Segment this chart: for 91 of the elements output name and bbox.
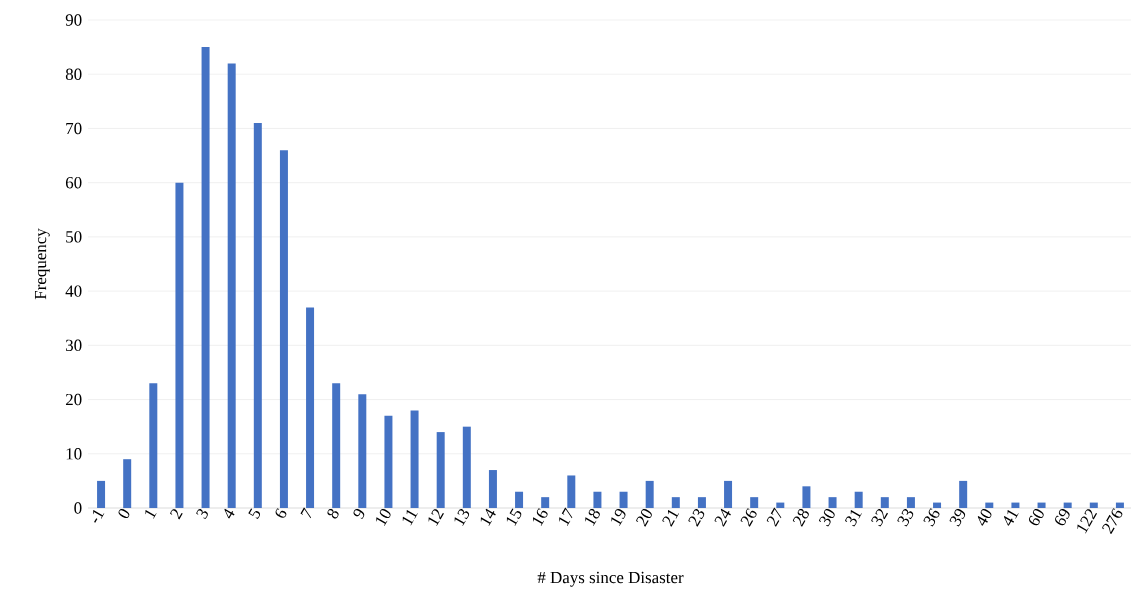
- x-tick-label: 3: [196, 509, 208, 520]
- bar: [332, 383, 341, 508]
- bar: [776, 502, 785, 508]
- x-tick-label: 4: [224, 508, 235, 519]
- bar: [933, 502, 942, 508]
- x-tick-label: 28: [792, 508, 809, 527]
- x-tick-label: 60: [1028, 509, 1044, 526]
- bar: [462, 426, 471, 508]
- bar: [279, 150, 288, 508]
- bar: [306, 307, 315, 508]
- bar: [697, 497, 706, 508]
- bar: [1063, 502, 1072, 508]
- x-tick-label: 16: [533, 508, 548, 527]
- x-tick-label: 11: [402, 509, 418, 526]
- bar: [724, 480, 733, 508]
- y-tick-label: 20: [65, 393, 82, 406]
- x-tick-label: 40: [977, 509, 992, 526]
- x-tick-label: 26: [740, 508, 757, 527]
- y-tick-label: 50: [66, 231, 82, 243]
- bar: [149, 383, 158, 508]
- bar: [227, 63, 236, 508]
- y-tick-label: 30: [66, 339, 82, 352]
- x-tick-label: 13: [454, 509, 470, 527]
- bar: [515, 491, 524, 508]
- bar: [1011, 502, 1020, 508]
- y-tick-label: 70: [66, 122, 82, 135]
- bar: [593, 491, 602, 508]
- x-tick-label: 276: [1102, 508, 1123, 535]
- bar: [1037, 502, 1046, 508]
- x-tick-label: 8: [327, 508, 339, 519]
- x-tick-label: 33: [897, 509, 914, 527]
- x-tick-label: 69: [1055, 509, 1070, 526]
- x-tick-label: 27: [766, 507, 782, 527]
- x-tick-label: 31: [845, 509, 862, 527]
- x-tick-label: 12: [428, 509, 444, 527]
- x-tick-label: 41: [1003, 509, 1019, 526]
- x-tick-label: 20: [636, 509, 652, 527]
- bar: [488, 470, 497, 508]
- x-tick-label: 30: [818, 509, 835, 527]
- bar: [567, 475, 576, 508]
- bar: [436, 432, 445, 508]
- x-tick-label: 0: [118, 509, 130, 519]
- bar: [802, 486, 811, 508]
- x-tick-label: 36: [923, 508, 940, 527]
- x-tick-label: 14: [480, 508, 496, 527]
- y-axis-title: Frequency: [34, 228, 50, 300]
- bar: [175, 182, 184, 508]
- x-axis-title: # Days since Disaster: [537, 571, 684, 587]
- bar: [854, 491, 863, 508]
- x-tick-label: 17: [559, 507, 573, 527]
- bar: [645, 480, 654, 508]
- x-tick-label: 5: [248, 508, 261, 519]
- x-tick-label: -1: [93, 509, 105, 523]
- bar: [97, 480, 106, 508]
- x-tick-label: 7: [300, 507, 312, 519]
- x-tick-label: 19: [611, 509, 626, 527]
- x-tick-label: 18: [585, 508, 600, 527]
- bar: [541, 497, 550, 508]
- bar: [880, 497, 889, 508]
- y-tick-label: 10: [66, 448, 82, 460]
- bar: [1115, 502, 1124, 508]
- y-tick-label: 40: [65, 285, 82, 297]
- bar: [906, 497, 915, 508]
- bar: [410, 410, 419, 508]
- x-tick-label: 23: [688, 509, 705, 527]
- x-tick-label: 39: [949, 509, 966, 527]
- y-tick-label: 60: [65, 176, 82, 189]
- x-tick-label: 15: [506, 508, 522, 527]
- bar: [253, 123, 262, 508]
- bar: [123, 459, 132, 508]
- x-tick-label: 6: [275, 508, 287, 518]
- bar: [959, 480, 968, 508]
- x-tick-label: 2: [170, 509, 183, 520]
- bar: [384, 415, 393, 508]
- x-tick-label: 32: [871, 509, 889, 527]
- bar: [750, 497, 759, 508]
- bar: [985, 502, 994, 508]
- bar: [201, 47, 210, 508]
- x-tick-label: 10: [376, 509, 391, 527]
- bar: [828, 497, 837, 508]
- bar: [619, 491, 628, 508]
- x-tick-label: 1: [145, 509, 157, 519]
- y-tick-label: 90: [65, 14, 82, 26]
- bar: [671, 497, 680, 508]
- x-tick-label: 21: [662, 509, 680, 527]
- x-tick-label: 122: [1077, 509, 1098, 534]
- x-tick-label: 9: [353, 509, 365, 520]
- bar: [1089, 502, 1098, 508]
- x-tick-label: 24: [714, 508, 731, 527]
- y-tick-label: 80: [65, 68, 82, 80]
- bar: [358, 394, 367, 508]
